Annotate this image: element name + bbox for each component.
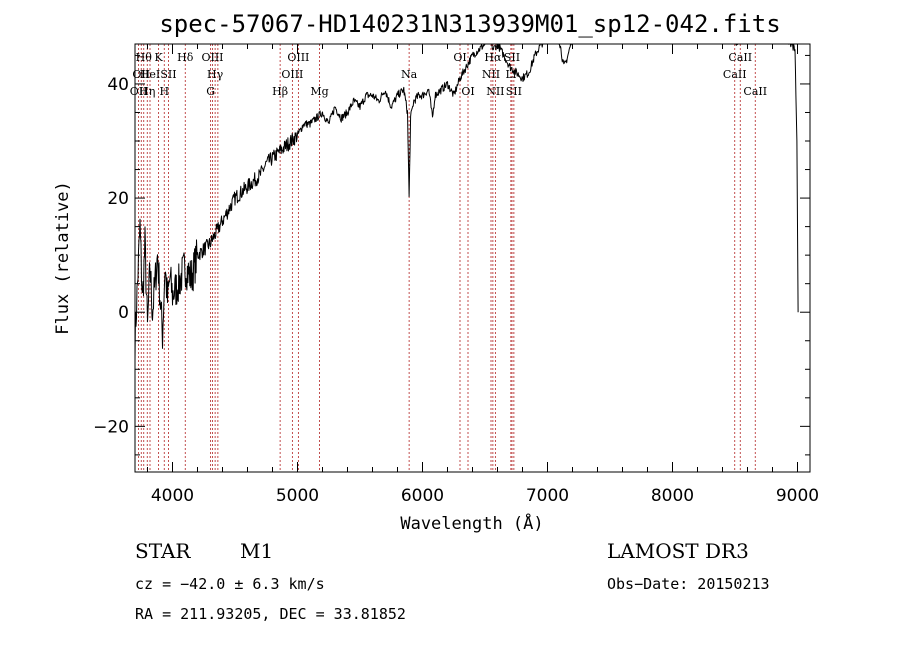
line-label: G bbox=[206, 85, 215, 98]
chart-title: spec-57067-HD140231N313939M01_sp12-042.f… bbox=[159, 10, 780, 38]
line-label: Na bbox=[401, 68, 418, 81]
survey-name: LAMOST DR3 bbox=[607, 539, 749, 563]
object-subclass: M1 bbox=[240, 539, 273, 563]
line-label: SII bbox=[160, 68, 176, 81]
coordinates: RA = 211.93205, DEC = 33.81852 bbox=[135, 605, 406, 623]
y-tick-label: 20 bbox=[107, 189, 129, 209]
x-tick-label: 9000 bbox=[776, 486, 819, 506]
x-axis-label: Wavelength (Å) bbox=[400, 512, 543, 534]
line-label: OII bbox=[130, 85, 148, 98]
x-tick-label: 5000 bbox=[276, 486, 319, 506]
line-label: OIII bbox=[287, 51, 309, 64]
line-label: Hβ bbox=[272, 85, 288, 98]
line-label: OIII bbox=[201, 51, 223, 64]
y-tick-label: −20 bbox=[93, 417, 129, 437]
y-axis-label: Flux (relative) bbox=[53, 181, 73, 335]
line-label: HeI bbox=[140, 68, 160, 81]
line-label: Hα bbox=[484, 51, 502, 64]
line-label: Li bbox=[505, 68, 516, 81]
y-tick-label: 40 bbox=[107, 75, 129, 95]
x-tick-label: 6000 bbox=[401, 486, 444, 506]
x-tick-label: 8000 bbox=[651, 486, 694, 506]
line-label: OII bbox=[132, 68, 150, 81]
line-label: Hη bbox=[139, 85, 155, 98]
y-axis-ticks: −20 0 20 40 bbox=[93, 54, 810, 456]
spectral-line-labels: OIIOIIHθHηHeIKHSIIHδGOIIIHγHβOIIIOIIIMgN… bbox=[130, 51, 767, 98]
redshift-velocity: cz = −42.0 ± 6.3 km/s bbox=[135, 575, 325, 593]
object-class: STAR bbox=[135, 539, 191, 563]
x-axis-ticks: 4000 5000 6000 7000 8000 9000 bbox=[147, 44, 819, 506]
spectral-line-markers bbox=[138, 44, 756, 472]
line-label: CaII bbox=[728, 51, 752, 64]
observation-date: Obs−Date: 20150213 bbox=[607, 575, 770, 593]
line-label: CaII bbox=[743, 85, 767, 98]
line-label: Hδ bbox=[177, 51, 194, 64]
line-label: OI bbox=[453, 51, 466, 64]
line-label: SII bbox=[504, 51, 520, 64]
line-label: OIII bbox=[281, 68, 303, 81]
line-label: NII bbox=[486, 85, 504, 98]
plot-frame bbox=[134, 43, 811, 473]
line-label: Mg bbox=[310, 85, 328, 98]
line-label: K bbox=[155, 51, 164, 64]
line-label: H bbox=[159, 85, 169, 98]
x-tick-label: 4000 bbox=[151, 486, 194, 506]
line-label: Hγ bbox=[207, 68, 224, 81]
line-label: CaII bbox=[723, 68, 747, 81]
y-tick-label: 0 bbox=[118, 303, 129, 323]
line-label: Hθ bbox=[136, 51, 153, 64]
line-label: NII bbox=[482, 68, 500, 81]
line-label: OI bbox=[461, 85, 474, 98]
line-label: SII bbox=[506, 85, 522, 98]
x-tick-label: 7000 bbox=[526, 486, 569, 506]
